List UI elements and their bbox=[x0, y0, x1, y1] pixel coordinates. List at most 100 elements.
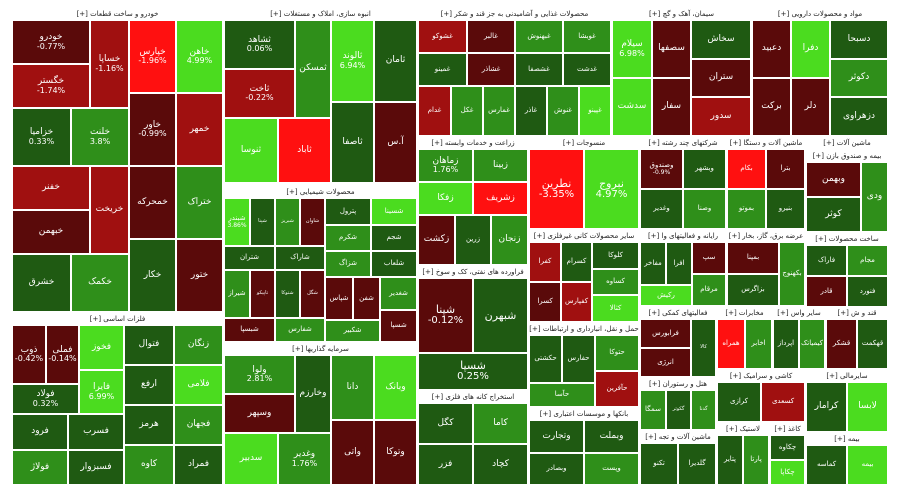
tile-چکاوه[interactable]: چکاوه bbox=[770, 435, 805, 460]
tile-ستران[interactable]: ستران bbox=[691, 59, 751, 97]
tile-وصنا[interactable]: وصنا bbox=[683, 189, 726, 229]
sector-label[interactable]: مواد و محصولات دارویی [+] bbox=[777, 10, 863, 18]
sector-label[interactable]: هتل و رستوران [+] bbox=[649, 380, 707, 388]
tile-سمگا[interactable]: سمگا bbox=[640, 390, 666, 430]
tile-سدشت[interactable]: سدشت bbox=[612, 78, 652, 136]
tile-سدور[interactable]: سدور bbox=[691, 97, 751, 136]
tile-قادر[interactable]: قادر bbox=[806, 276, 847, 307]
sector-label[interactable]: سایر واس [+] bbox=[777, 309, 821, 317]
tile-مرقام[interactable]: مرقام bbox=[692, 274, 726, 306]
sector-label[interactable]: زراعت و خدمات وابسته [+] bbox=[431, 139, 515, 147]
sector-label[interactable]: کاغذ [+] bbox=[774, 425, 801, 433]
tile-کلوکا[interactable]: کلوکا bbox=[592, 242, 639, 269]
sector-label[interactable]: کاشی و سرامیک [+] bbox=[729, 372, 793, 380]
tile-وخارزم[interactable]: وخارزم bbox=[295, 355, 331, 433]
tile-شسپا[interactable]: شسپا bbox=[380, 310, 417, 342]
tile-خمحرکه[interactable]: خمحرکه bbox=[129, 166, 176, 239]
tile-حفارس[interactable]: حفارس bbox=[562, 335, 595, 383]
tile-خساپا[interactable]: خساپا -1.16% bbox=[90, 20, 129, 108]
tile-فتوال[interactable]: فتوال bbox=[124, 325, 174, 365]
tile-دسبحا[interactable]: دسبحا bbox=[830, 20, 888, 59]
tile-شزاگ[interactable]: شزاگ bbox=[325, 251, 371, 277]
tile-ثشاهد[interactable]: ثشاهد 0.06% bbox=[224, 20, 295, 69]
tile-شتوکا[interactable]: شتوکا bbox=[275, 270, 300, 318]
tile-غالبر[interactable]: غالبر bbox=[467, 20, 515, 53]
tile-فملی[interactable]: فملی -0.14% bbox=[46, 325, 79, 384]
tile-کچاد[interactable]: کچاد bbox=[473, 444, 528, 485]
tile-دکوثر[interactable]: دکوثر bbox=[830, 59, 888, 97]
sector-label[interactable]: عرضه برق، گاز، بخار [+] bbox=[728, 232, 804, 240]
sector-label[interactable]: سرمایه گذاریها [+] bbox=[292, 345, 349, 353]
tile-رکیش[interactable]: رکیش bbox=[640, 285, 692, 306]
tile-کاما[interactable]: کاما bbox=[473, 403, 528, 444]
tile-دزهراوی[interactable]: دزهراوی bbox=[830, 97, 888, 136]
tile-دانا[interactable]: دانا bbox=[331, 355, 374, 420]
tile-دفرا[interactable]: دفرا bbox=[791, 20, 830, 78]
tile-کسعدی[interactable]: کسعدی bbox=[761, 382, 805, 422]
sector-label[interactable]: سایر محصولات کانی غیرفلزی [+] bbox=[533, 232, 635, 240]
tile-قشکر[interactable]: قشکر bbox=[826, 319, 857, 369]
tile-شغدیر[interactable]: شغدیر bbox=[380, 277, 417, 310]
tile-فخوز[interactable]: فخوز bbox=[79, 325, 124, 370]
tile-هرمز[interactable]: هرمز bbox=[124, 405, 174, 445]
tile-زشریف[interactable]: زشریف bbox=[473, 182, 528, 215]
tile-زرین[interactable]: زرین bbox=[455, 215, 491, 265]
tile-فلامی[interactable]: فلامی bbox=[174, 365, 223, 405]
tile-دعبید[interactable]: دعبید bbox=[752, 20, 791, 78]
tile-شبسپا[interactable]: شبسپا bbox=[224, 318, 275, 342]
tile-واتی[interactable]: واتی bbox=[331, 420, 374, 485]
tile-خفنر[interactable]: خفنر bbox=[12, 166, 90, 210]
tile-فولاژ[interactable]: فولاژ bbox=[12, 450, 68, 485]
tile-ثمسکن[interactable]: ثمسکن bbox=[295, 20, 331, 118]
tile-کماسه[interactable]: کماسه bbox=[806, 445, 847, 485]
tile-نبروج[interactable]: نبروج 4.97% bbox=[584, 149, 639, 229]
tile-وتجارت[interactable]: وتجارت bbox=[529, 420, 584, 453]
sector-label[interactable]: محصولات شیمیایی [+] bbox=[286, 188, 355, 196]
tile-ولوا[interactable]: ولوا 2.81% bbox=[224, 355, 295, 394]
tile-خریخت[interactable]: خریخت bbox=[90, 166, 129, 254]
tile-شفن[interactable]: شفن bbox=[353, 277, 380, 320]
tile-خمهر[interactable]: خمهر bbox=[176, 93, 223, 166]
tile-شاراک[interactable]: شاراک bbox=[275, 246, 325, 270]
tile-زفکا[interactable]: زفکا bbox=[418, 182, 473, 215]
tile-شپاس[interactable]: شپاس bbox=[325, 277, 353, 320]
sector-label[interactable]: منسوجات [+] bbox=[562, 139, 606, 147]
tile-بنیرو[interactable]: بنیرو bbox=[766, 189, 805, 229]
tile-ثاصفا[interactable]: ثاصفا bbox=[331, 102, 374, 183]
sector-label[interactable]: سایرمالی [+] bbox=[826, 372, 868, 380]
tile-وپست[interactable]: وپست bbox=[584, 453, 639, 485]
tile-شبریز[interactable]: شبریز bbox=[275, 198, 300, 246]
tile-شلعاب[interactable]: شلعاب bbox=[371, 251, 417, 277]
tile-غپینو[interactable]: غپینو bbox=[579, 86, 611, 136]
tile-غبهنوش[interactable]: غبهنوش bbox=[515, 20, 563, 53]
tile-ثنوسا[interactable]: ثنوسا bbox=[224, 118, 278, 183]
tile-خلنت[interactable]: خلنت 3.8% bbox=[71, 108, 129, 166]
sector-label[interactable]: فعالیتهای کمکی [+] bbox=[648, 309, 708, 317]
tile-غشوکو[interactable]: غشوکو bbox=[418, 20, 467, 53]
tile-غمارس[interactable]: غمارس bbox=[483, 86, 515, 136]
tile-شاوان[interactable]: شاوان bbox=[300, 198, 325, 246]
tile-خزامیا[interactable]: خزامیا 0.33% bbox=[12, 108, 71, 166]
tile-ارفع[interactable]: ارفع bbox=[124, 365, 174, 405]
tile-فنورد[interactable]: فنورد bbox=[847, 276, 888, 307]
tile-خپارس[interactable]: خپارس -1.96% bbox=[129, 20, 176, 93]
tile-شسینا[interactable]: شسینا bbox=[371, 198, 417, 225]
tile-ثالوند[interactable]: ثالوند 6.94% bbox=[331, 20, 374, 102]
tile-غاذر[interactable]: غاذر bbox=[515, 86, 547, 136]
tile-حآفرین[interactable]: حآفرین bbox=[595, 371, 639, 407]
tile-فرود[interactable]: فرود bbox=[12, 414, 68, 450]
tile-فمراد[interactable]: فمراد bbox=[174, 445, 223, 485]
tile-فجهان[interactable]: فجهان bbox=[174, 405, 223, 445]
tile-سدبیر[interactable]: سدبیر bbox=[224, 433, 278, 485]
tile-حکشتی[interactable]: حکشتی bbox=[529, 335, 562, 383]
tile-ثامان[interactable]: ثامان bbox=[374, 20, 417, 102]
tile-شیراز[interactable]: شیراز bbox=[224, 270, 250, 318]
tile-وسپهر[interactable]: وسپهر bbox=[224, 394, 295, 433]
sector-label[interactable]: محصولات غذایی و آشامیدنی به جز قند و شکر… bbox=[440, 10, 589, 18]
tile-وبملت[interactable]: وبملت bbox=[584, 420, 639, 453]
tile-فرابورس[interactable]: فرابورس bbox=[640, 319, 691, 348]
tile-ودی[interactable]: ودی bbox=[861, 162, 888, 232]
sector-label[interactable]: بیمه [+] bbox=[834, 435, 860, 443]
tile-لابسا[interactable]: لابسا bbox=[847, 382, 888, 432]
tile-کرامار[interactable]: کرامار bbox=[806, 382, 847, 432]
